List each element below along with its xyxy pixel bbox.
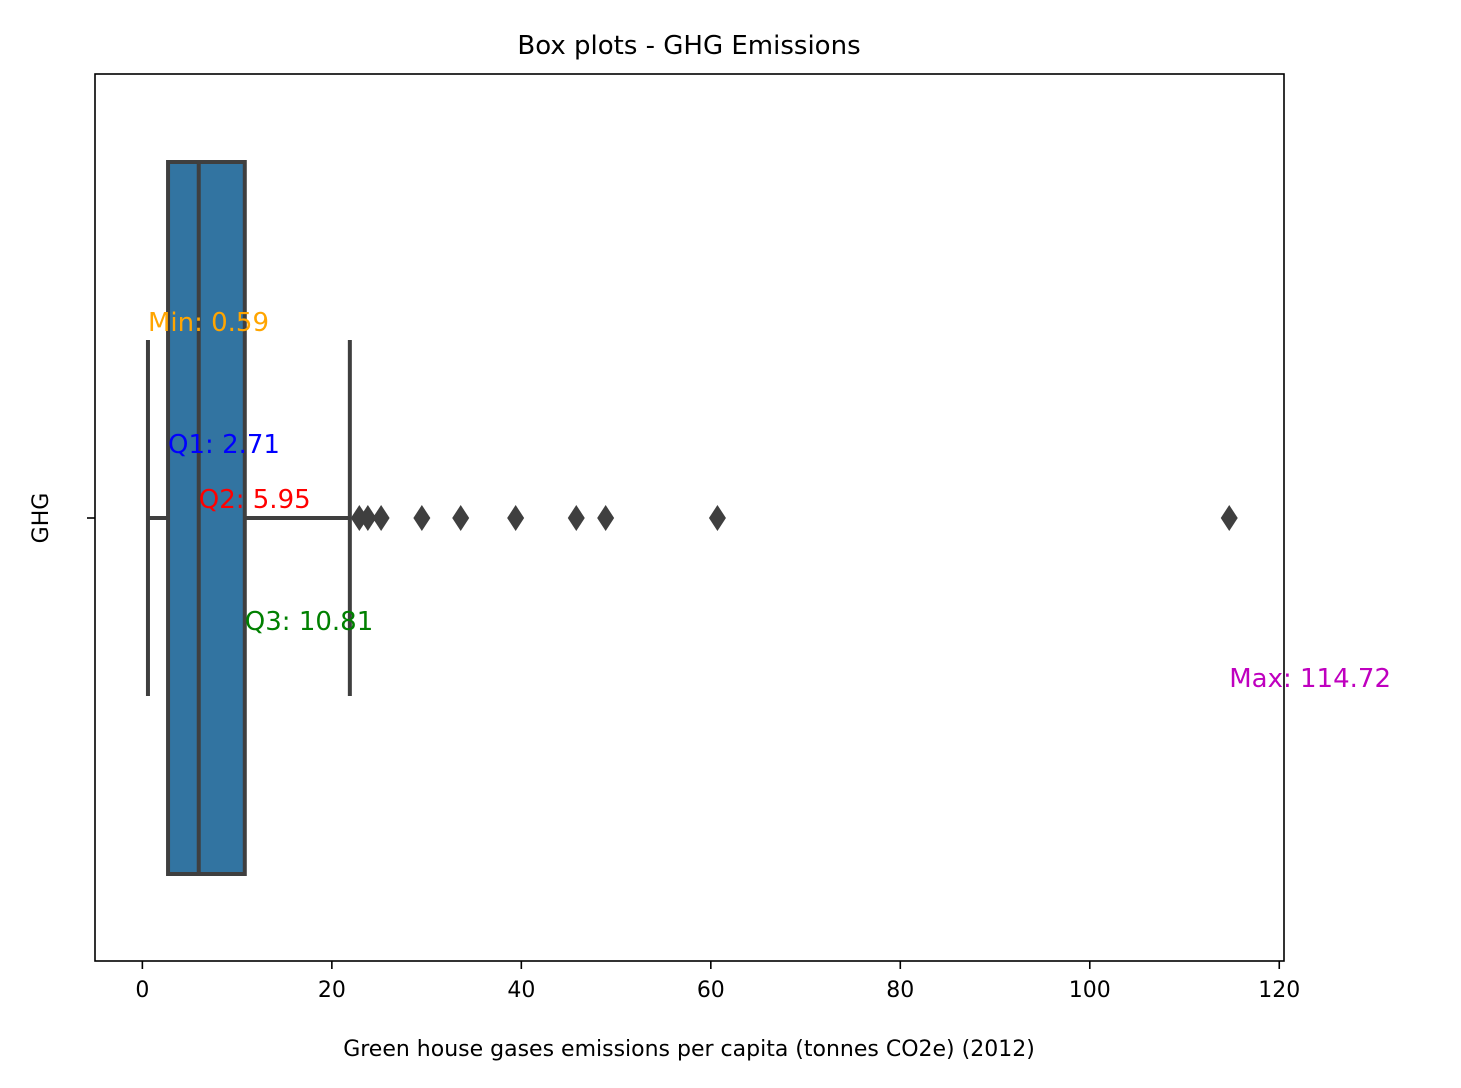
iqr-box <box>166 160 247 876</box>
x-axis-label: Green house gases emissions per capita (… <box>343 1037 1035 1062</box>
x-tick-label: 120 <box>1258 978 1300 1003</box>
x-tick-label: 20 <box>318 978 346 1003</box>
y-axis-label: GHG <box>29 493 54 544</box>
outlier-point <box>597 505 615 531</box>
outlier-point <box>452 505 470 531</box>
annotation-label: Q2: 5.95 <box>199 485 311 515</box>
outlier-point <box>507 505 525 531</box>
annotation-label: Q1: 2.71 <box>168 430 280 460</box>
x-tick-label: 100 <box>1069 978 1111 1003</box>
x-tick-label: 80 <box>886 978 914 1003</box>
outlier-point <box>350 505 368 531</box>
outlier-point <box>372 505 390 531</box>
x-tick-label: 40 <box>507 978 535 1003</box>
x-axis: 0 20 40 60 80 100 120 <box>135 961 1300 1003</box>
annotation-label: Min: 0.59 <box>148 308 269 338</box>
x-tick-label: 60 <box>697 978 725 1003</box>
outlier-point <box>359 505 377 531</box>
annotation-label: Max: 114.72 <box>1229 664 1391 694</box>
x-tick-label: 0 <box>135 978 149 1003</box>
plot-area: Min: 0.59 Q1: 2.71 Q2: 5.95 Q3: 10.81 Max: 1… <box>145 160 1391 876</box>
chart-title: Box plots - GHG Emissions <box>517 31 860 61</box>
outlier-point <box>1220 505 1238 531</box>
outlier-point <box>413 505 431 531</box>
outlier-point <box>567 505 585 531</box>
outlier-point <box>708 505 726 531</box>
annotation-label: Q3: 10.81 <box>245 607 373 637</box>
